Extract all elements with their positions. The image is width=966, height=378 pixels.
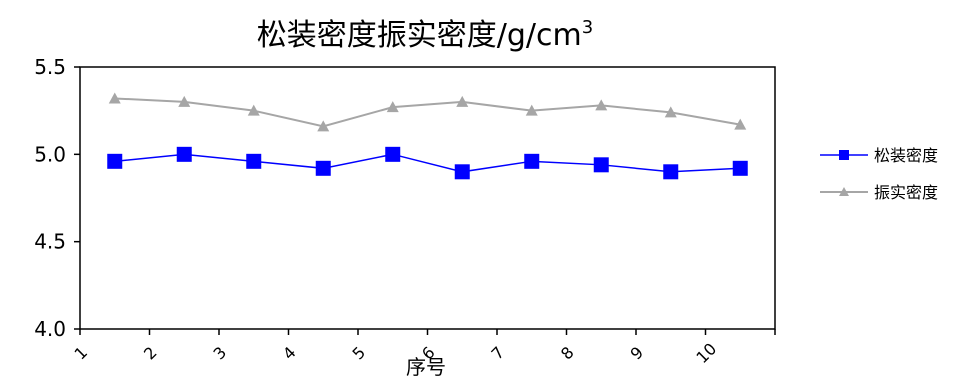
data-point: [108, 92, 121, 104]
data-point: [385, 146, 401, 162]
x-tick-label: 1: [71, 343, 92, 364]
x-tick-label: 4: [279, 343, 300, 364]
data-point: [525, 104, 538, 116]
x-tick-label: 9: [627, 343, 648, 364]
y-tick-label: 5.0: [34, 142, 66, 166]
data-point: [246, 153, 262, 169]
series-line: [114, 97, 741, 128]
legend: 松装密度振实密度: [820, 146, 938, 202]
series-line: [114, 153, 741, 173]
legend-label: 振实密度: [874, 183, 938, 202]
chart-title-superscript: 3: [582, 17, 593, 38]
data-point: [734, 118, 747, 130]
data-point: [317, 120, 330, 132]
legend-item: 振实密度: [820, 183, 938, 202]
x-tick-label: 10: [692, 339, 720, 367]
series-layer: [107, 92, 748, 180]
legend-marker: [839, 150, 849, 160]
chart-title-text: 松装密度振实密度/g/cm: [257, 18, 582, 53]
y-tick-label: 4.5: [34, 230, 66, 254]
data-point: [178, 95, 191, 107]
data-point: [663, 164, 679, 180]
x-tick-label: 8: [557, 343, 578, 364]
x-tick-label: 2: [140, 343, 161, 364]
x-axis-label: 序号: [406, 355, 446, 378]
x-tick-label: 5: [349, 343, 370, 364]
legend-label: 松装密度: [874, 146, 938, 165]
data-point: [524, 153, 540, 169]
data-point: [386, 101, 399, 113]
data-point: [595, 99, 608, 111]
x-tick-label: 3: [210, 343, 231, 364]
data-point: [593, 157, 609, 173]
data-point: [664, 106, 677, 118]
data-point: [732, 160, 748, 176]
chart-title: 松装密度振实密度/g/cm3: [257, 17, 593, 53]
legend-item: 松装密度: [820, 146, 938, 165]
y-tick-label: 5.5: [34, 55, 66, 79]
data-point: [456, 95, 469, 107]
legend-marker: [839, 187, 849, 196]
data-point: [107, 153, 123, 169]
data-point: [454, 164, 470, 180]
y-axis: 4.0 4.5 5.0 5.5: [34, 55, 80, 341]
data-point: [247, 104, 260, 116]
data-point: [315, 160, 331, 176]
data-point: [176, 146, 192, 162]
y-tick-label: 4.0: [34, 317, 66, 341]
x-tick-label: 7: [488, 343, 509, 364]
